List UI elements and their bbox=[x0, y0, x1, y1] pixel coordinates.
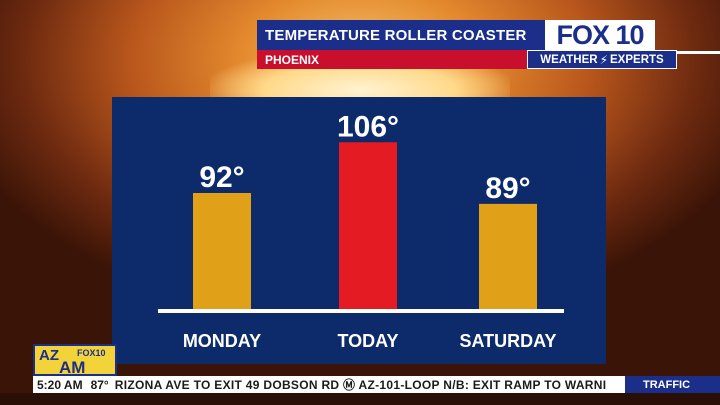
news-ticker: 5:20 AM 87° RIZONA AVE TO EXIT 49 DOBSON… bbox=[33, 376, 625, 393]
lightning-bolt-icon: ⚡ bbox=[599, 52, 609, 67]
bar-today bbox=[339, 142, 397, 309]
data-label-saturday: 89° bbox=[485, 172, 530, 205]
weather-label: WEATHER bbox=[540, 53, 598, 66]
ticker-time: 5:20 AM bbox=[33, 377, 87, 392]
category-label-today: TODAY bbox=[337, 331, 398, 351]
graphic-title: TEMPERATURE ROLLER COASTER bbox=[257, 20, 545, 50]
temperature-bar-chart: 92° MONDAY 106° TODAY 89° SATURDAY bbox=[158, 110, 564, 351]
ticker-scroll-text: RIZONA AVE TO EXIT 49 DOBSON RD Ⓜ AZ-101… bbox=[114, 378, 607, 392]
fox10-logo-text: FOX 10 bbox=[556, 19, 644, 50]
data-label-monday: 92° bbox=[199, 161, 244, 194]
bar-monday bbox=[193, 193, 251, 309]
show-logo-am: AM bbox=[59, 358, 86, 376]
category-label-monday: MONDAY bbox=[183, 331, 261, 351]
decorative-line bbox=[677, 51, 720, 54]
ticker-category: TRAFFIC bbox=[625, 376, 720, 393]
ticker-category-label: TRAFFIC bbox=[643, 378, 691, 391]
fox10-logo: FOX 10 bbox=[545, 20, 655, 50]
bar-saturday bbox=[479, 203, 537, 309]
chart-panel: 92° MONDAY 106° TODAY 89° SATURDAY bbox=[112, 97, 606, 364]
location-text: PHOENIX bbox=[265, 52, 320, 67]
show-logo-fox: FOX10 bbox=[77, 348, 106, 358]
show-logo-az: AZ bbox=[39, 347, 59, 364]
weather-experts-badge: WEATHER ⚡ EXPERTS bbox=[527, 50, 677, 69]
category-label-saturday: SATURDAY bbox=[459, 331, 556, 351]
experts-label: EXPERTS bbox=[610, 53, 664, 66]
graphic-title-text: TEMPERATURE ROLLER COASTER bbox=[265, 26, 527, 44]
location-bar: PHOENIX bbox=[257, 50, 527, 69]
ticker-temperature: 87° bbox=[90, 377, 109, 392]
az-am-show-logo: AZ FOX10 AM bbox=[33, 344, 117, 376]
data-label-today: 106° bbox=[337, 110, 399, 143]
bottom-strip bbox=[0, 393, 720, 405]
chart-baseline bbox=[158, 309, 564, 313]
